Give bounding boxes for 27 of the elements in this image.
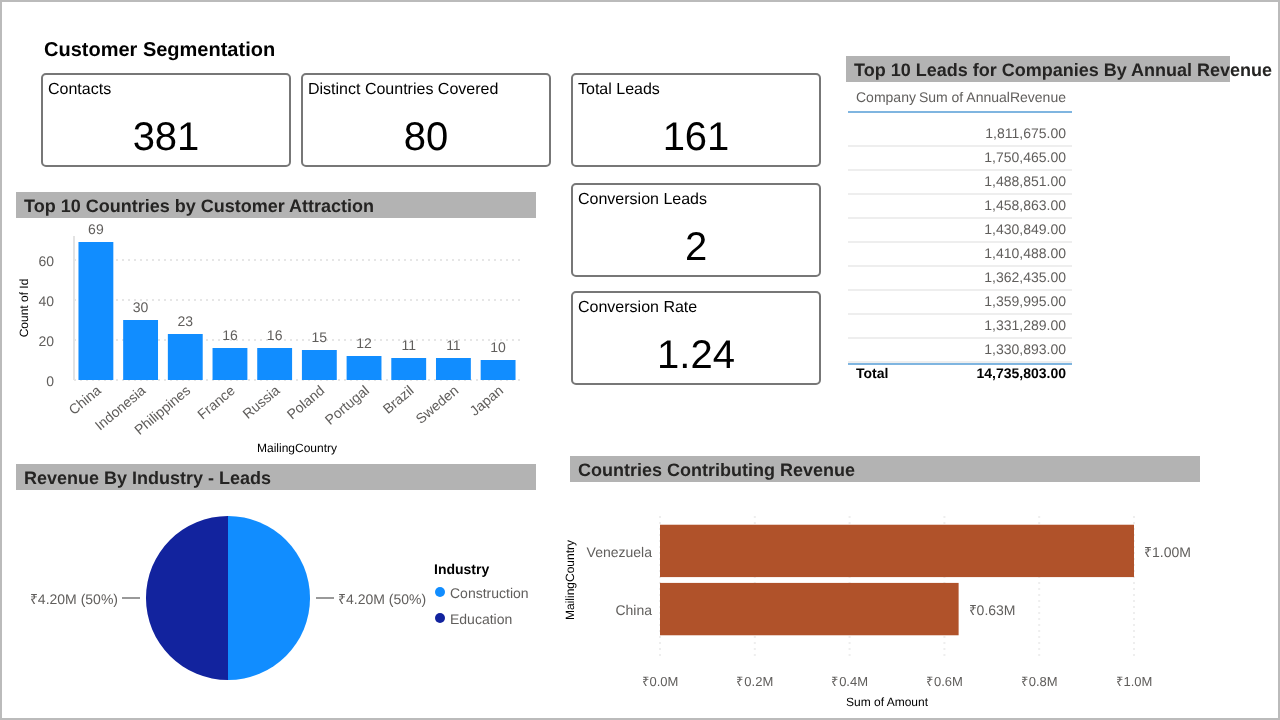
data-label: 2	[684, 226, 708, 270]
text: Customer Segmentation	[44, 40, 276, 62]
category-label: Contacts	[48, 80, 112, 98]
pie-slice	[228, 516, 310, 680]
text: Top 10 Leads for Companies By Annual Revenue	[854, 60, 1273, 80]
bar	[346, 356, 382, 380]
category-label: Distinct Countries Covered	[308, 80, 499, 98]
pie-slice	[146, 516, 228, 680]
category-label: Conversion Leads	[578, 190, 707, 208]
data-label: 1.24	[657, 334, 735, 378]
bar	[435, 358, 471, 380]
data-label: 80	[403, 116, 449, 160]
data-label: 381	[132, 116, 200, 160]
category-label: Total Leads	[578, 80, 660, 98]
chart-title: Top 10 Countries by Customer Attraction	[24, 196, 375, 216]
bar	[167, 334, 203, 380]
bar	[391, 358, 427, 380]
bar	[212, 348, 248, 380]
bar	[78, 242, 114, 380]
bar	[257, 348, 293, 380]
bar	[480, 360, 516, 380]
bar	[301, 350, 337, 380]
chart-title: Revenue By Industry - Leads	[24, 468, 272, 488]
category-label: Conversion Rate	[578, 298, 699, 316]
chart-title: Countries Contributing Revenue	[578, 460, 856, 480]
data-label: 161	[662, 116, 730, 160]
bar	[123, 320, 159, 380]
